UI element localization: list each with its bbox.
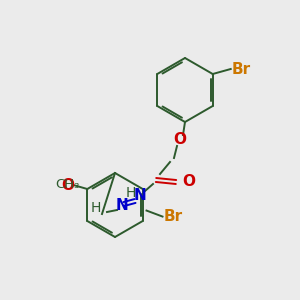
Text: Br: Br [232,61,251,76]
Text: H: H [126,186,136,200]
Text: N: N [134,188,146,203]
Text: O: O [61,178,74,193]
Text: Br: Br [164,209,183,224]
Text: N: N [116,199,128,214]
Text: CH₃: CH₃ [55,178,80,191]
Text: O: O [173,133,187,148]
Text: O: O [182,175,195,190]
Text: H: H [91,201,101,215]
